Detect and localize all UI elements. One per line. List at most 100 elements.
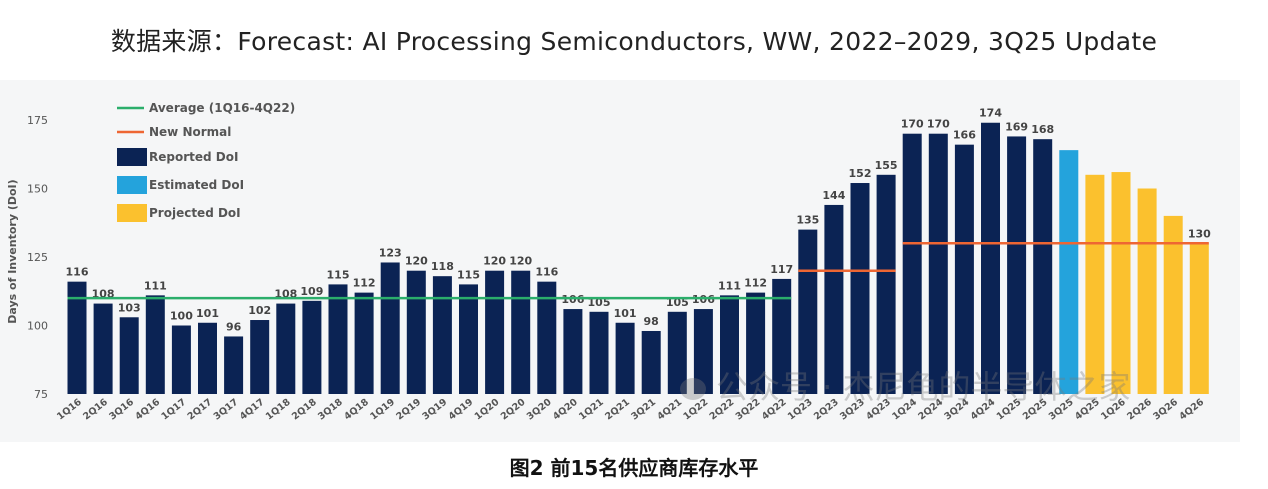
data-label: 111: [144, 279, 167, 292]
data-label: 144: [822, 189, 845, 202]
bar-4Q21: [667, 311, 687, 394]
bar-2Q21: [615, 322, 635, 394]
data-label: 111: [718, 279, 741, 292]
data-label: 98: [644, 315, 659, 328]
x-tick-label: 4Q26: [1177, 396, 1206, 422]
x-tick-label: 3Q19: [420, 397, 449, 423]
data-label: 118: [431, 260, 454, 273]
data-label: 170: [901, 118, 924, 131]
bar-4Q19: [459, 284, 478, 394]
bar-4Q20: [563, 309, 583, 394]
bar-4Q18: [354, 292, 374, 394]
data-label: 100: [170, 310, 193, 323]
y-tick-label: 125: [27, 251, 48, 264]
bar-4Q24: [981, 122, 1000, 395]
data-label: 101: [196, 307, 219, 320]
bar-1Q18: [276, 303, 296, 394]
data-label: 130: [1188, 227, 1211, 240]
bar-2Q22: [720, 295, 739, 394]
data-label: 106: [692, 293, 715, 306]
bar-4Q17: [250, 320, 270, 394]
x-tick-label: 4Q20: [551, 396, 580, 422]
data-label: 102: [248, 304, 271, 317]
bar-1Q24: [902, 133, 922, 394]
data-label: 115: [457, 268, 480, 281]
bar-3Q19: [432, 276, 452, 394]
data-label: 120: [405, 255, 428, 268]
bar-3Q21: [641, 330, 661, 394]
x-tick-label: 1Q16: [55, 396, 84, 422]
bar-3Q18: [328, 284, 348, 394]
legend-label: Reported DoI: [149, 150, 238, 164]
figure-caption: 图2 前15名供应商库存水平: [509, 456, 759, 480]
bar-4Q26: [1189, 243, 1209, 394]
data-label: 120: [483, 255, 506, 268]
watermark-text: 公众号 · 杰尼龟的半导体之家: [716, 368, 1131, 406]
x-tick-label: 2Q19: [394, 397, 423, 423]
bar-4Q22: [772, 278, 792, 394]
bar-2Q24: [928, 133, 948, 394]
bar-3Q16: [119, 317, 139, 394]
data-label: 117: [770, 263, 793, 276]
x-tick-label: 1Q20: [473, 396, 502, 422]
x-tick-label: 3Q20: [525, 396, 554, 422]
x-tick-label: 1Q18: [264, 396, 293, 422]
data-label: 170: [927, 118, 950, 131]
x-tick-label: 3Q26: [1151, 396, 1180, 422]
data-label: 103: [118, 301, 141, 314]
bar-2Q19: [406, 270, 426, 394]
bar-1Q22: [693, 309, 713, 394]
data-label: 135: [796, 214, 819, 227]
data-label: 152: [849, 167, 872, 180]
bar-1Q20: [485, 270, 505, 394]
bar-1Q19: [380, 262, 400, 394]
bar-3Q22: [746, 292, 766, 394]
data-label: 155: [875, 159, 898, 172]
data-label: 120: [509, 255, 532, 268]
data-label: 96: [226, 320, 242, 333]
x-tick-label: 3Q21: [629, 397, 658, 423]
data-label: 166: [953, 129, 976, 142]
legend-label: Average (1Q16-4Q22): [149, 101, 295, 115]
y-tick-label: 100: [27, 320, 48, 333]
data-label: 123: [379, 246, 402, 259]
legend-box-swatch: [117, 176, 147, 194]
bar-3Q25: [1059, 150, 1079, 394]
data-label: 101: [614, 307, 637, 320]
legend-label: Estimated DoI: [149, 178, 244, 192]
bar-3Q24: [954, 144, 974, 394]
x-tick-label: 1Q17: [159, 397, 188, 423]
bar-2Q25: [1033, 139, 1053, 394]
bar-1Q25: [1007, 136, 1027, 394]
wechat-icon: [680, 378, 706, 400]
bar-1Q16: [67, 281, 87, 394]
y-tick-label: 150: [27, 183, 48, 196]
bar-4Q23: [876, 174, 896, 394]
data-label: 112: [744, 277, 767, 290]
data-label: 112: [353, 277, 376, 290]
legend-box-swatch: [117, 204, 147, 222]
x-tick-label: 2Q17: [186, 397, 215, 423]
x-tick-label: 2Q18: [290, 396, 319, 422]
bar-2Q26: [1137, 188, 1157, 394]
bar-2Q17: [198, 322, 217, 394]
x-tick-label: 3Q18: [316, 396, 345, 422]
y-tick-label: 75: [34, 388, 48, 401]
x-tick-label: 3Q17: [212, 397, 241, 423]
data-label: 106: [561, 293, 584, 306]
x-tick-label: 4Q16: [133, 396, 162, 422]
bar-3Q20: [537, 281, 557, 394]
bar-2Q18: [302, 300, 322, 394]
data-label: 115: [327, 268, 350, 281]
bar-1Q21: [589, 311, 609, 394]
bar-1Q26: [1111, 172, 1131, 394]
y-tick-label: 175: [27, 114, 48, 127]
bar-2Q16: [93, 303, 113, 394]
legend-label: New Normal: [149, 125, 231, 139]
data-label: 116: [535, 266, 558, 279]
data-label: 168: [1031, 123, 1054, 136]
source-title: 数据来源：Forecast: AI Processing Semiconduct…: [110, 27, 1158, 56]
x-tick-label: 3Q16: [107, 396, 136, 422]
data-label: 109: [300, 285, 323, 298]
y-axis-label: Days of Inventory (DoI): [6, 179, 19, 323]
